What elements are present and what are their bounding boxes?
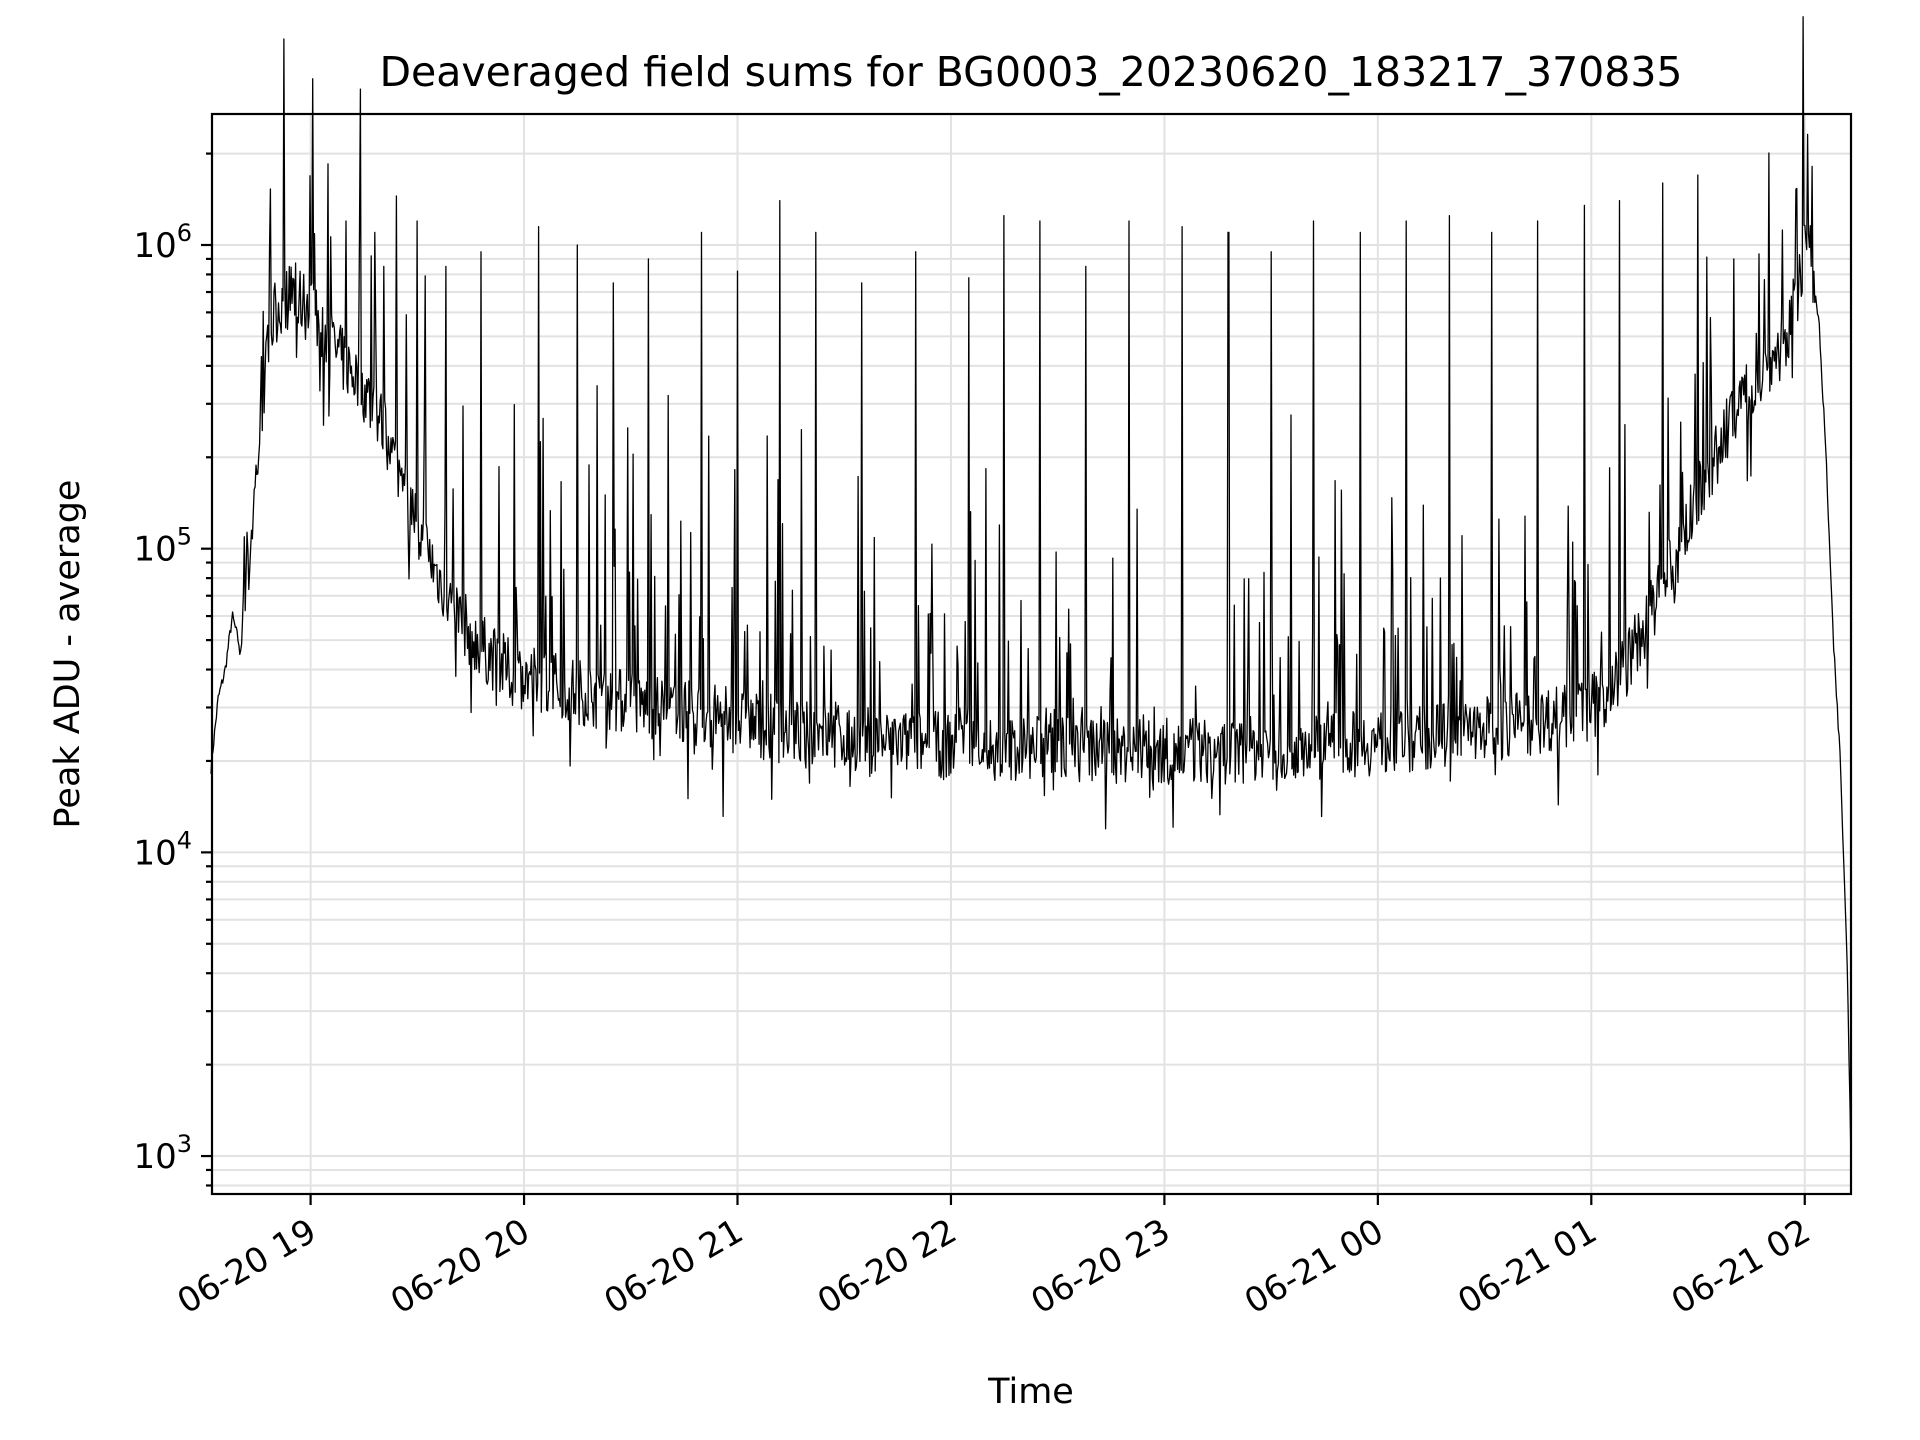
- y-tick-label: 106: [133, 219, 192, 266]
- x-tick-label: 06-20 21: [598, 1211, 750, 1322]
- x-axis-label: Time: [987, 1372, 1074, 1412]
- chart-title: Deaveraged field sums for BG0003_2023062…: [379, 48, 1682, 96]
- y-tick-label: 103: [133, 1130, 192, 1177]
- y-tick-label: 104: [133, 826, 192, 873]
- x-axis: 06-20 19 06-20 20 06-20 21 06-20 22 06-20 23…: [171, 1194, 1817, 1322]
- series-line: [210, 16, 1852, 1152]
- x-tick-label: 06-20 22: [811, 1211, 963, 1322]
- x-tick-label: 06-21 02: [1665, 1211, 1817, 1322]
- y-axis: 103 104 105 106: [133, 152, 212, 1187]
- x-tick-label: 06-21 00: [1238, 1211, 1390, 1322]
- x-tick-label: 06-21 01: [1451, 1211, 1603, 1322]
- plot-frame: [210, 112, 1853, 1196]
- y-axis-label: Peak ADU - average: [48, 480, 88, 829]
- grid: [212, 114, 1851, 1194]
- y-tick-label: 105: [133, 523, 192, 570]
- x-tick-label: 06-20 23: [1025, 1211, 1177, 1322]
- x-tick-label: 06-20 20: [384, 1211, 536, 1322]
- x-tick-label: 06-20 19: [171, 1211, 323, 1322]
